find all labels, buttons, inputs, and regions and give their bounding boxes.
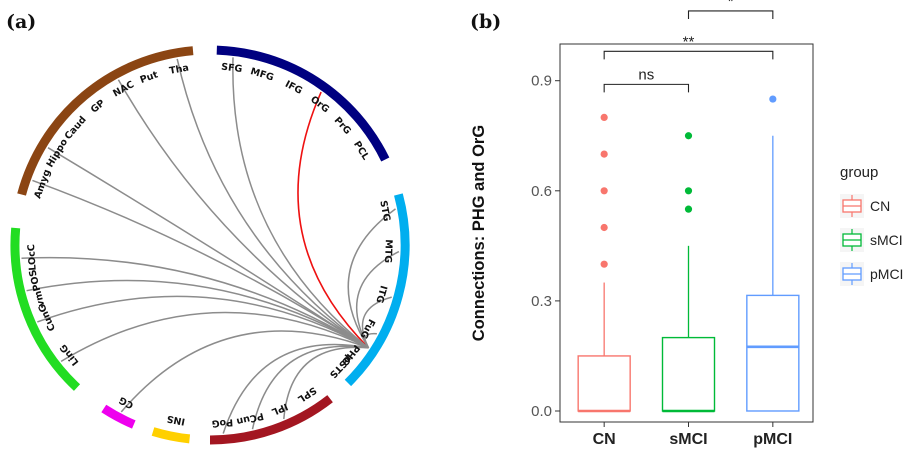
x-tick-label-pmci: pMCI xyxy=(753,431,792,448)
region-label-ling: LinG xyxy=(58,342,81,368)
x-axis-ticks: CN sMCI pMCI xyxy=(593,422,792,448)
x-tick-label-cn: CN xyxy=(593,431,616,448)
outlier-point xyxy=(600,260,608,268)
region-label-spl: SPL xyxy=(296,384,319,404)
chord-link-phg-cung xyxy=(37,295,369,349)
region-label-locc: LOcC xyxy=(26,244,39,271)
arc-subcortical xyxy=(17,46,194,196)
chord-link-phg-stg xyxy=(347,208,396,349)
chord-link-phg-ipl xyxy=(283,346,369,420)
legend-label: pMCI xyxy=(870,266,903,282)
boxplot-chart: 0.00.30.60.9 CN sMCI pMCI ns*** Connection… xyxy=(470,0,903,448)
chord-link-phg-tha xyxy=(176,58,369,349)
y-axis-title: Connections: PHG and OrG xyxy=(470,125,488,341)
chord-link-phg-locc xyxy=(21,256,369,349)
region-label-itg: ITG xyxy=(373,284,389,304)
box-series xyxy=(577,95,800,413)
box-iqr xyxy=(661,336,716,412)
significance-label: ** xyxy=(683,33,695,50)
region-label-amyg: Amyg xyxy=(32,168,53,200)
box-iqr xyxy=(577,355,631,412)
arc-cingulate xyxy=(101,404,136,429)
chord-link-phg-pog xyxy=(222,343,369,434)
region-label-ipl: IPL xyxy=(270,401,290,418)
outlier-point xyxy=(600,150,608,158)
legend-item-smci: sMCI xyxy=(840,228,903,252)
region-label-sfg: SFG xyxy=(221,62,244,76)
chord-link-phg-mtg xyxy=(355,250,400,349)
region-label-mfg: MFG xyxy=(249,66,275,84)
region-label-ifg: IFG xyxy=(283,79,304,97)
significance-bracket xyxy=(603,50,774,60)
box-smci xyxy=(661,132,716,413)
region-label-gp: GP xyxy=(89,98,107,116)
region-label-stg: STG xyxy=(377,200,392,223)
y-axis-ticks: 0.0 0.3 0.6 0.9 xyxy=(531,73,560,420)
arc-insula xyxy=(151,427,191,444)
chord-arcs xyxy=(10,45,410,445)
legend-item-pmci: pMCI xyxy=(840,262,903,286)
arc-parietal xyxy=(209,395,333,445)
significance-bracket xyxy=(687,10,774,19)
significance-bracket xyxy=(603,83,690,93)
box-iqr xyxy=(746,294,800,412)
chord-link-phg-vmpos xyxy=(26,279,369,349)
region-label-prg: PrG xyxy=(332,115,353,137)
region-label-tha: Tha xyxy=(168,63,189,77)
chord-link-phg-org xyxy=(297,91,370,349)
region-label-cg: CG xyxy=(117,394,135,411)
region-label-pog: PoG xyxy=(211,416,233,428)
chord-link-phg-ling xyxy=(60,311,369,363)
region-label-nac: NAC xyxy=(111,79,136,99)
box-cn xyxy=(577,113,631,413)
legend-title: group xyxy=(840,164,878,181)
chord-link-phg-nac xyxy=(117,79,369,349)
y-tick-label: 0.0 xyxy=(531,403,552,420)
y-tick-label: 0.9 xyxy=(531,73,552,90)
chord-links xyxy=(21,57,400,434)
outlier-point xyxy=(684,132,693,140)
outlier-point xyxy=(600,113,608,121)
legend-item-cn: CN xyxy=(840,194,890,218)
outlier-point xyxy=(684,187,693,195)
region-label-org: OrG xyxy=(308,94,331,115)
region-label-put: Put xyxy=(139,69,160,86)
region-label-pcl: PCL xyxy=(351,139,371,162)
outlier-point xyxy=(769,95,777,103)
outlier-point xyxy=(600,187,608,195)
x-tick-label-smci: sMCI xyxy=(669,431,707,448)
chord-link-phg-fug xyxy=(364,332,377,349)
outlier-point xyxy=(600,223,608,232)
legend-label: CN xyxy=(870,198,890,214)
significance-brackets: ns*** xyxy=(603,0,774,93)
region-label-mtg: MTG xyxy=(382,239,394,263)
y-tick-label: 0.3 xyxy=(531,293,552,310)
y-tick-label: 0.6 xyxy=(531,183,552,200)
chord-link-phg-amyg xyxy=(32,179,369,349)
panel-b-label: (b) xyxy=(470,11,501,33)
legend: group CN sMCI pMCI xyxy=(840,164,903,286)
plot-panel-border xyxy=(559,43,814,423)
arc-frontal xyxy=(216,45,390,162)
outlier-point xyxy=(684,205,693,213)
chord-link-phg-sfg xyxy=(232,57,369,349)
significance-label: ns xyxy=(638,66,654,83)
chord-link-phg-pcun xyxy=(251,345,369,430)
chord-diagram: SFG MFGIFGOrGPrGPCLSTGMTGITGFuGPHGpSTSSPL… xyxy=(10,45,410,445)
significance-label: * xyxy=(728,0,734,10)
box-pmci xyxy=(746,95,800,412)
legend-label: sMCI xyxy=(870,232,903,248)
arc-temporal xyxy=(344,193,410,387)
chord-link-phg-cg xyxy=(120,330,369,413)
chord-labels: SFG MFGIFGOrGPrGPCLSTGMTGITGFuGPHGpSTSSPL… xyxy=(26,62,394,429)
panel-a-label: (a) xyxy=(6,11,36,33)
region-label-pcun: PCun xyxy=(235,410,264,427)
arc-occipital xyxy=(10,227,81,391)
region-label-ins: INS xyxy=(166,413,186,427)
